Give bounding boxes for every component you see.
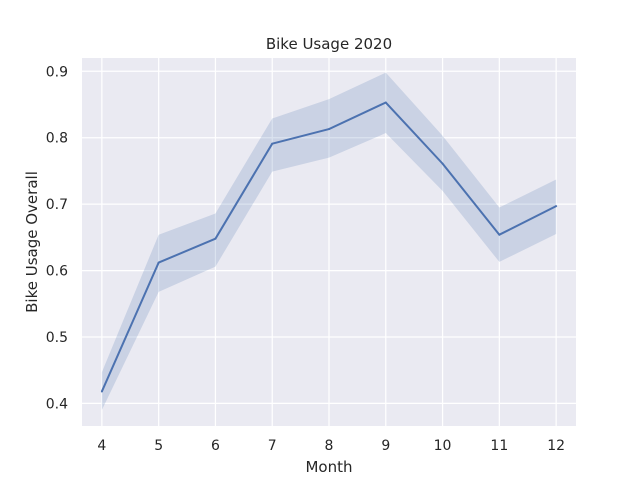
- x-tick-label: 11: [490, 438, 508, 454]
- x-tick-label: 9: [381, 438, 390, 454]
- x-tick-label: 6: [211, 438, 220, 454]
- grid-layer: [82, 58, 576, 426]
- data-point: [441, 162, 444, 165]
- x-tick-label: 7: [268, 438, 277, 454]
- point-layer: [100, 101, 558, 393]
- y-tick-label: 0.6: [46, 264, 68, 280]
- data-point: [384, 101, 387, 104]
- data-point: [214, 237, 217, 240]
- y-tick-label: 0.8: [46, 131, 68, 147]
- x-tick-label: 8: [325, 438, 334, 454]
- confidence-band-layer: [101, 72, 557, 411]
- data-point: [157, 261, 160, 264]
- data-point: [328, 128, 330, 131]
- chart-title: Bike Usage 2020: [266, 35, 392, 53]
- y-tick-label: 0.9: [46, 64, 68, 80]
- y-tick-label: 0.5: [46, 330, 68, 346]
- data-point: [555, 205, 558, 208]
- tick-label-layer: 4 5 6 7 8 9 10 11 12 0.4 0.5 0.6 0.7 0.8 0.9: [46, 64, 565, 454]
- data-point: [271, 142, 274, 145]
- x-tick-label: 10: [434, 438, 452, 454]
- y-axis-label: Bike Usage Overall: [23, 171, 41, 313]
- confidence-band: [101, 72, 557, 411]
- x-tick-label: 4: [97, 438, 106, 454]
- data-point: [100, 390, 103, 393]
- y-tick-label: 0.4: [46, 396, 68, 412]
- x-tick-label: 5: [154, 438, 163, 454]
- data-point: [498, 233, 501, 236]
- y-tick-label: 0.7: [46, 197, 68, 213]
- x-axis-label: Month: [305, 458, 352, 476]
- x-tick-label: 12: [547, 438, 565, 454]
